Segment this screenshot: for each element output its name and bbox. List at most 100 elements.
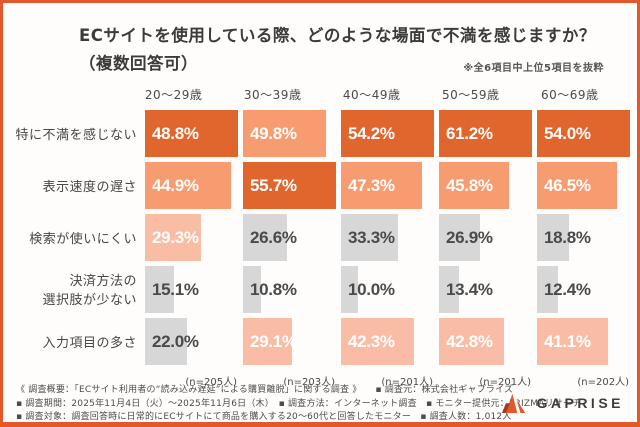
bar-cell: 26.9% (439, 214, 537, 266)
bar-cell: 48.8% (145, 110, 243, 162)
bar-track: 42.3% (341, 318, 434, 365)
bar-track: 29.1% (243, 318, 336, 365)
bar: 22.0% (145, 318, 199, 365)
bar-track: 49.8% (243, 110, 336, 157)
bar: 46.5% (537, 162, 618, 209)
bar-track: 42.8% (439, 318, 532, 365)
column-header: 30〜39歳 (243, 88, 302, 102)
bar-value-label: 13.4% (446, 279, 493, 299)
row-label: 検索が使いにくい (29, 231, 137, 247)
gaprise-logo-wordmark: GAPRISE (536, 394, 624, 411)
bar-track: 22.0% (145, 318, 238, 365)
bar: 47.3% (341, 162, 423, 209)
bar-track: 47.3% (341, 162, 434, 209)
bar-cell: 42.8% (439, 318, 537, 370)
bar-track: 44.9% (145, 162, 238, 209)
bar-cell: 55.7% (243, 162, 341, 214)
bar-value-label: 54.0% (544, 123, 591, 143)
chart-title-line2: （複数回答可） (79, 54, 198, 74)
survey-overview-line: 《 調査概要：「ECサイト利用者の“読み込み遅延”による購買離脱」に関する調査 … (16, 385, 514, 395)
bar-track: 26.6% (243, 214, 336, 261)
bar-track: 13.4% (439, 266, 532, 313)
sample-size-label: (n=203人) (283, 377, 335, 388)
bar-value-label: 42.3% (348, 331, 395, 351)
bar-track: 41.1% (537, 318, 630, 365)
column-header: 60〜69歳 (540, 88, 599, 102)
bar-track: 33.3% (341, 214, 434, 261)
bar-value-label: 46.5% (544, 175, 591, 195)
sample-size-cell: (n=203人) (243, 370, 341, 388)
bar-value-label: 49.8% (250, 123, 297, 143)
bar: 42.3% (341, 318, 414, 365)
bar: 15.1% (145, 266, 199, 313)
bar: 61.2% (439, 110, 532, 157)
column-header-row: 20〜29歳 30〜39歳 40〜49歳 50〜59歳 60〜69歳 (11, 79, 635, 110)
bar-cell: 22.0% (145, 318, 243, 370)
row-label: 入力項目の多さ (42, 335, 137, 351)
chart-row: 入力項目の多さ 22.0% 29.1% 42.3% 42.8% 41.1% (11, 318, 635, 370)
bar: 29.1% (243, 318, 297, 365)
row-label: 特に不満を感じない (15, 127, 137, 143)
bar-value-label: 41.1% (544, 331, 591, 351)
bar: 42.8% (439, 318, 504, 365)
bar-track: 10.0% (341, 266, 434, 313)
bar-track: 12.4% (537, 266, 630, 313)
bar-cell: 12.4% (537, 266, 635, 318)
bar-cell: 29.1% (243, 318, 341, 370)
bar-track: 26.9% (439, 214, 532, 261)
bar-cell: 46.5% (537, 162, 635, 214)
bar-track: 10.8% (243, 266, 336, 313)
bar-value-label: 26.9% (446, 227, 493, 247)
chart-row: 表示速度の遅さ 44.9% 55.7% 47.3% 45.8% 46.5% (11, 162, 635, 214)
column-header: 20〜29歳 (144, 88, 203, 102)
bar-cell: 15.1% (145, 266, 243, 318)
bar-track: 15.1% (145, 266, 238, 313)
bar: 55.7% (243, 162, 336, 209)
chart-row: 決済方法の 選択肢が少ない 15.1% 10.8% 10.0% 13.4% 12.4% (11, 266, 635, 318)
sample-size-cell: (n=201人) (341, 370, 439, 388)
bar-value-label: 10.0% (348, 279, 395, 299)
bar-value-label: 18.8% (544, 227, 591, 247)
bar-track: 45.8% (439, 162, 532, 209)
sample-size-label: (n=201人) (479, 377, 531, 388)
chart-title-line1: ECサイトを使用している際、どのような場面で不満を感じますか？ (79, 26, 596, 45)
bar: 49.8% (243, 110, 327, 157)
bar-value-label: 61.2% (446, 123, 493, 143)
bar-value-label: 29.3% (152, 227, 199, 247)
bar-track: 54.2% (341, 110, 434, 157)
bar: 12.4% (537, 266, 591, 313)
column-header: 50〜59歳 (441, 88, 500, 102)
bar-cell: 45.8% (439, 162, 537, 214)
bar-value-label: 44.9% (152, 175, 199, 195)
sample-size-label-spacer (11, 370, 145, 385)
bar-value-label: 29.1% (250, 331, 297, 351)
sample-size-label: (n=205人) (185, 377, 237, 388)
sample-size-row: (n=205人) (n=203人) (n=201人) (n=201人) (n=202人) (11, 370, 635, 388)
bar-value-label: 22.0% (152, 331, 199, 351)
bar-value-label: 47.3% (348, 175, 395, 195)
bar-cell: 10.0% (341, 266, 439, 318)
bar-cell: 41.1% (537, 318, 635, 370)
bar-cell: 33.3% (341, 214, 439, 266)
chart-row: 検索が使いにくい 29.3% 26.6% 33.3% 26.9% 18.8% (11, 214, 635, 266)
survey-target-line: ▪ 調査対象：調査回答時に日常的にECサイトにて商品を購入する20〜60代と回答… (16, 412, 512, 422)
gaprise-logo-icon (501, 392, 527, 413)
bar-track: 54.0% (537, 110, 630, 157)
sample-size-cell: (n=202人) (537, 370, 635, 388)
bar-cell: 26.6% (243, 214, 341, 266)
column-header: 40〜49歳 (342, 88, 401, 102)
bar: 45.8% (439, 162, 509, 209)
bar-cell: 61.2% (439, 110, 537, 162)
row-label: 決済方法の 選択肢が少ない (42, 274, 137, 308)
bar-track: 48.8% (145, 110, 238, 157)
bar-value-label: 12.4% (544, 279, 591, 299)
bar-track: 18.8% (537, 214, 630, 261)
chart-grid: 20〜29歳 30〜39歳 40〜49歳 50〜59歳 60〜69歳特に不満を感じない 4… (11, 79, 635, 388)
sample-size-cell: (n=205人) (145, 370, 243, 388)
bar-value-label: 10.8% (250, 279, 297, 299)
bar-track: 55.7% (243, 162, 336, 209)
chart-note: ※全6項目中上位5項目を抜粋 (463, 63, 604, 74)
chart-row: 特に不満を感じない 48.8% 49.8% 54.2% 61.2% 54.0% (11, 110, 635, 162)
bar: 33.3% (341, 214, 399, 261)
